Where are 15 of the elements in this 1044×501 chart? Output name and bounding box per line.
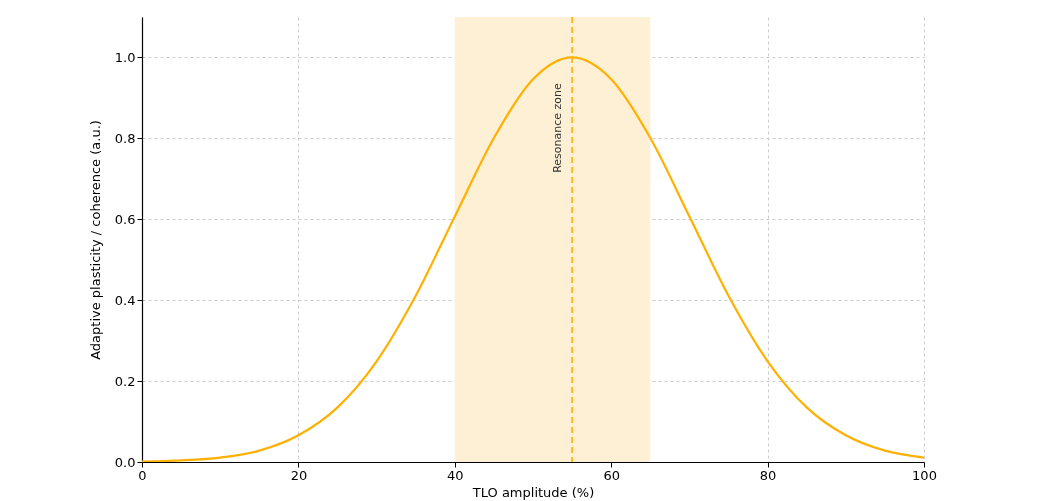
y-tick-label: 1.0: [114, 49, 136, 65]
y-tick-label: 0.8: [114, 130, 136, 146]
y-tick-label: 0.0: [114, 454, 136, 470]
y-axis-title: Adaptive plasticity / coherence (a.u.): [87, 120, 103, 360]
y-tick-label: 0.2: [114, 373, 136, 389]
x-tick-label: 100: [912, 467, 937, 483]
x-tick-label: 60: [603, 467, 620, 483]
x-tick-label: 40: [447, 467, 464, 483]
x-tick-label: 20: [290, 467, 308, 483]
x-axis-title: TLO amplitude (%): [471, 484, 595, 500]
x-tick-label: 80: [759, 467, 777, 483]
ref-line-label: Resonance zone: [551, 82, 565, 173]
y-tick-label: 0.6: [114, 211, 136, 227]
y-tick-label: 0.4: [114, 292, 136, 308]
x-tick-label: 0: [138, 467, 147, 483]
